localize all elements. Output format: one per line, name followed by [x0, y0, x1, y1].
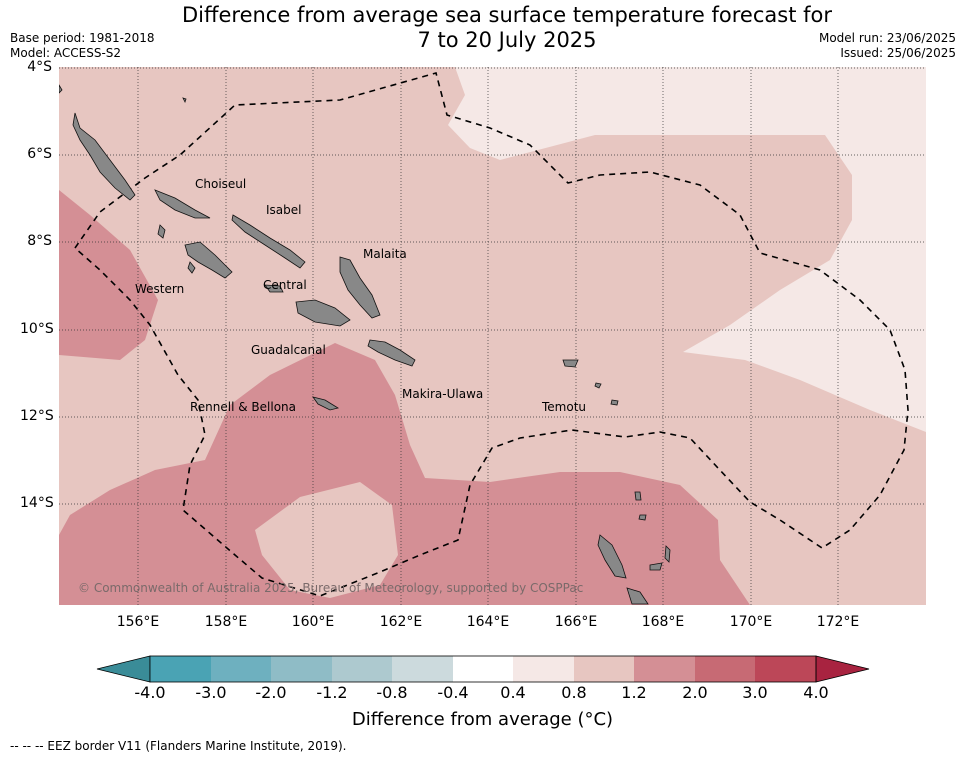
cb-seg-8	[574, 656, 634, 682]
island-vella	[157, 224, 166, 239]
eez-border	[73, 72, 909, 597]
lat-label-10s: 10°S	[20, 321, 54, 337]
cb-seg-7	[513, 656, 574, 682]
cb-seg-9	[634, 656, 695, 682]
label-central: Central	[263, 278, 307, 292]
meta-left: Base period: 1981-2018 Model: ACCESS-S2	[10, 31, 155, 61]
sst-band-1.2-2.0-west	[59, 190, 158, 360]
island-vanuatu-ambae	[649, 562, 663, 571]
lon-label-170e: 170°E	[729, 614, 773, 630]
cb-seg-5	[392, 656, 453, 682]
label-malaita: Malaita	[363, 247, 407, 261]
sst-band-0.4-0.8-ne	[448, 67, 926, 432]
island-guadalcanal	[295, 299, 351, 327]
colorbar-label: Difference from average (°C)	[351, 709, 614, 730]
lat-label-4s: 4°S	[27, 59, 52, 75]
map-title: Difference from average sea surface temp…	[150, 3, 864, 53]
cb-seg-11	[755, 656, 816, 682]
colorbar-extend-low	[96, 655, 151, 683]
island-florida	[264, 284, 284, 293]
graticule	[59, 67, 926, 605]
cb-tick: 3.0	[742, 683, 768, 702]
lon-label-158e: 158°E	[204, 614, 248, 630]
land-masses	[59, 84, 671, 605]
label-western: Western	[135, 282, 184, 296]
cb-tick: 1.2	[621, 683, 647, 702]
island-new-georgia	[184, 241, 233, 279]
cb-tick: -0.4	[437, 683, 469, 702]
cb-seg-1	[150, 656, 211, 682]
lon-label-168e: 168°E	[641, 614, 685, 630]
eez-legend: -- -- -- EEZ border V11 (Flanders Marine…	[10, 739, 347, 753]
colorbar	[96, 655, 870, 683]
island-vanuatu-malekula	[626, 587, 649, 605]
label-isabel: Isabel	[266, 203, 301, 217]
label-choiseul: Choiseul	[195, 177, 246, 191]
cb-tick: -0.8	[376, 683, 408, 702]
island-vanuatu-banks	[634, 491, 642, 501]
sst-band-0.8-1.2-south-blob	[255, 482, 398, 598]
lat-label-6s: 6°S	[27, 146, 52, 162]
cb-seg-3	[271, 656, 332, 682]
island-makira	[367, 339, 416, 367]
issued-date: Issued: 25/06/2025	[840, 46, 956, 60]
island-malaita	[339, 256, 381, 319]
island-temotu	[562, 359, 579, 368]
cb-tick: -3.0	[195, 683, 227, 702]
map-area: © Commonwealth of Australia 2025, Bureau…	[59, 67, 926, 605]
cb-tick: 2.0	[682, 683, 708, 702]
lat-label-8s: 8°S	[27, 233, 52, 249]
island-rennell	[312, 396, 340, 411]
lon-label-164e: 164°E	[466, 614, 510, 630]
label-makira-ulawa: Makira-Ulawa	[402, 387, 483, 401]
cb-tick: 4.0	[803, 683, 829, 702]
island-temotu-3	[610, 399, 619, 406]
model-run: Model run: 23/06/2025	[818, 31, 956, 45]
sst-band-1.2-2.0-south	[59, 343, 750, 605]
island-isabel	[231, 214, 306, 269]
cb-seg-10	[695, 656, 755, 682]
title-line-2: 7 to 20 July 2025	[417, 28, 597, 52]
island-vanuatu-small	[638, 514, 647, 521]
cb-seg-2	[211, 656, 271, 682]
island-santa-isabel-west	[154, 189, 211, 219]
island-bougainville-tip	[59, 84, 63, 94]
lon-label-160e: 160°E	[291, 614, 335, 630]
cb-tick: -1.2	[316, 683, 348, 702]
title-line-1: Difference from average sea surface temp…	[182, 3, 832, 27]
label-temotu: Temotu	[541, 400, 586, 414]
island-vanuatu-espiritu	[597, 534, 627, 579]
cb-seg-6	[453, 656, 513, 682]
island-ontong	[182, 97, 187, 104]
island-vanuatu-pentecost	[664, 545, 671, 563]
lat-label-14s: 14°S	[20, 495, 54, 511]
label-guadalcanal: Guadalcanal	[251, 343, 326, 357]
cb-tick: 0.4	[500, 683, 526, 702]
cb-tick: -4.0	[134, 683, 166, 702]
model-name: Model: ACCESS-S2	[10, 46, 122, 60]
cb-tick: -2.0	[255, 683, 287, 702]
lon-label-166e: 166°E	[554, 614, 598, 630]
province-labels: Choiseul Isabel Malaita Western Central …	[135, 177, 586, 414]
cb-seg-4	[332, 656, 392, 682]
label-rennell-bellona: Rennell & Bellona	[190, 400, 296, 414]
colorbar-extend-high	[815, 655, 870, 683]
cb-tick: 0.8	[561, 683, 587, 702]
island-choiseul	[72, 112, 136, 201]
copyright-text: © Commonwealth of Australia 2025, Bureau…	[78, 581, 583, 595]
lon-label-156e: 156°E	[116, 614, 160, 630]
island-temotu-2	[594, 382, 602, 389]
lon-label-172e: 172°E	[816, 614, 860, 630]
meta-right: Model run: 23/06/2025 Issued: 25/06/2025	[819, 31, 956, 61]
island-small-western	[187, 261, 196, 274]
base-period: Base period: 1981-2018	[10, 31, 155, 45]
lat-label-12s: 12°S	[20, 408, 54, 424]
lon-label-162e: 162°E	[379, 614, 423, 630]
